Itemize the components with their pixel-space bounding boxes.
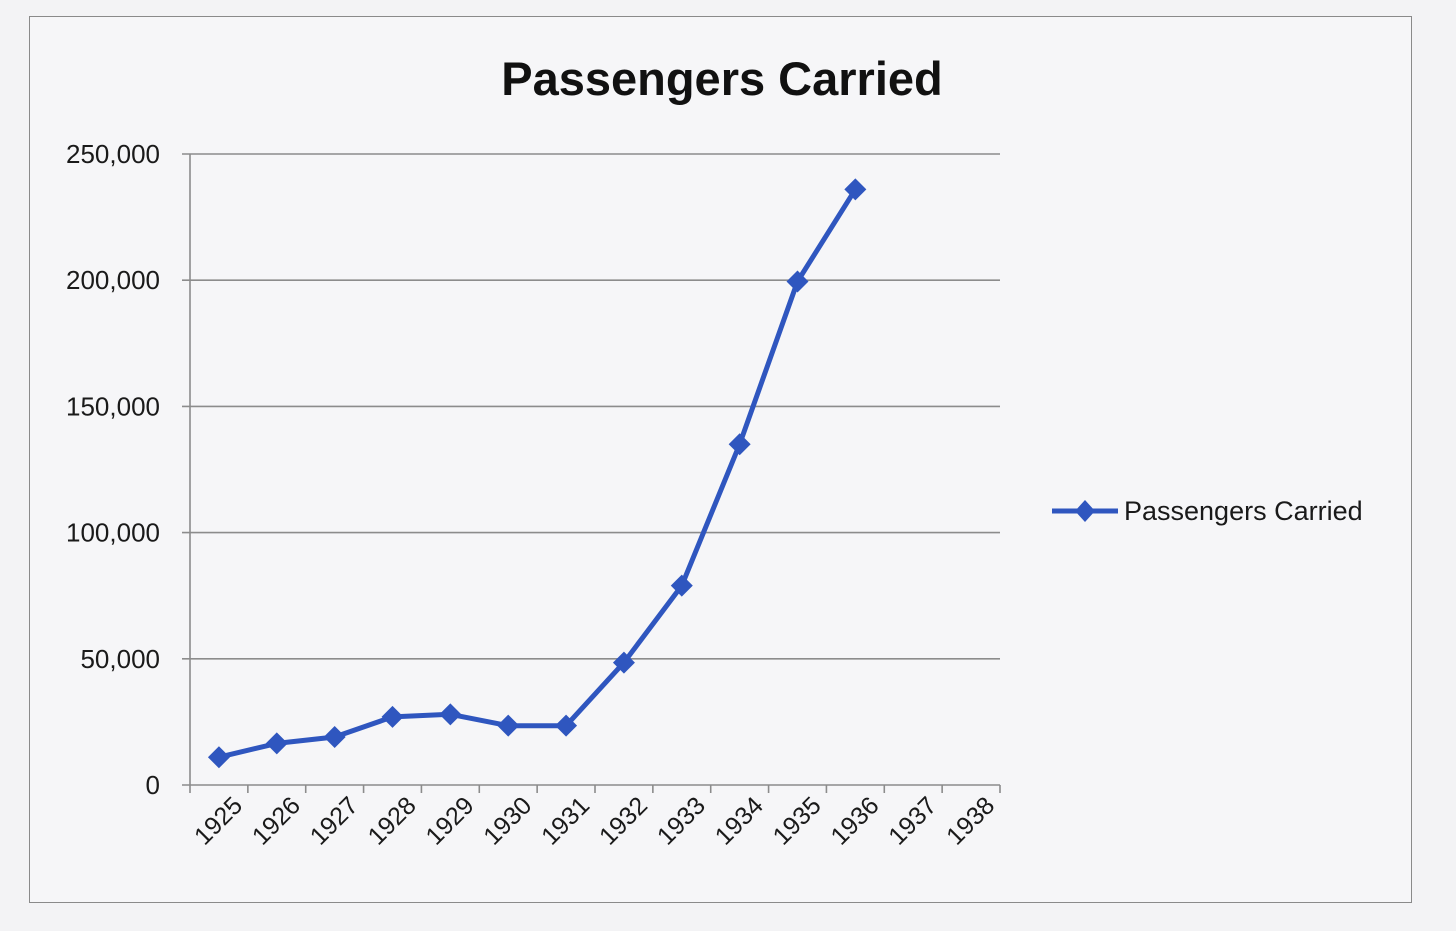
axes: [182, 154, 1001, 793]
y-tick-label: 150,000: [66, 391, 160, 421]
data-point-1936: [844, 178, 867, 201]
y-tick-label: 100,000: [66, 518, 160, 548]
data-point-1931: [555, 714, 578, 737]
x-tick-label: 1936: [825, 791, 884, 850]
x-tick-label: 1934: [710, 791, 769, 850]
x-tick-label: 1933: [652, 791, 711, 850]
data-point-1934: [728, 433, 751, 456]
series-line: [216, 186, 858, 760]
x-tick-label: 1931: [536, 791, 595, 850]
legend-label: Passengers Carried: [1124, 496, 1363, 526]
chart-frame: [29, 16, 1412, 903]
y-tick-label: 200,000: [66, 265, 160, 295]
x-tick-label: 1925: [189, 791, 248, 850]
data-point-1927: [323, 726, 346, 749]
y-axis-tick-labels: 0 50,000 100,000 150,000 200,000 250,000: [66, 139, 160, 800]
data-point-1932: [612, 651, 635, 674]
data-point-1926: [265, 732, 288, 755]
x-tick-label: 1926: [247, 791, 306, 850]
x-tick-label: 1937: [883, 791, 942, 850]
data-point-1928: [381, 705, 404, 728]
y-tick-label: 0: [146, 770, 160, 800]
data-point-1929: [439, 703, 462, 726]
x-tick-label: 1938: [941, 791, 1000, 850]
data-point-1930: [497, 714, 520, 737]
data-point-1935: [786, 270, 809, 293]
x-tick-label: 1930: [478, 791, 537, 850]
series-passengers-carried: [207, 178, 867, 769]
x-tick-label: 1929: [420, 791, 479, 850]
x-tick-label: 1928: [363, 791, 422, 850]
x-tick-label: 1927: [305, 791, 364, 850]
x-tick-label: 1935: [768, 791, 827, 850]
legend: Passengers Carried: [1052, 496, 1363, 526]
data-point-1933: [670, 574, 693, 597]
x-axis-tick-labels: 1925192619271928192919301931193219331934…: [189, 791, 1000, 850]
x-tick-label: 1932: [594, 791, 653, 850]
data-point-1925: [207, 746, 230, 769]
y-tick-label: 250,000: [66, 139, 160, 169]
y-tick-label: 50,000: [80, 644, 160, 674]
legend-diamond-marker: [1075, 500, 1095, 522]
chart-title: Passengers Carried: [501, 52, 943, 105]
gridlines: [182, 153, 1000, 660]
